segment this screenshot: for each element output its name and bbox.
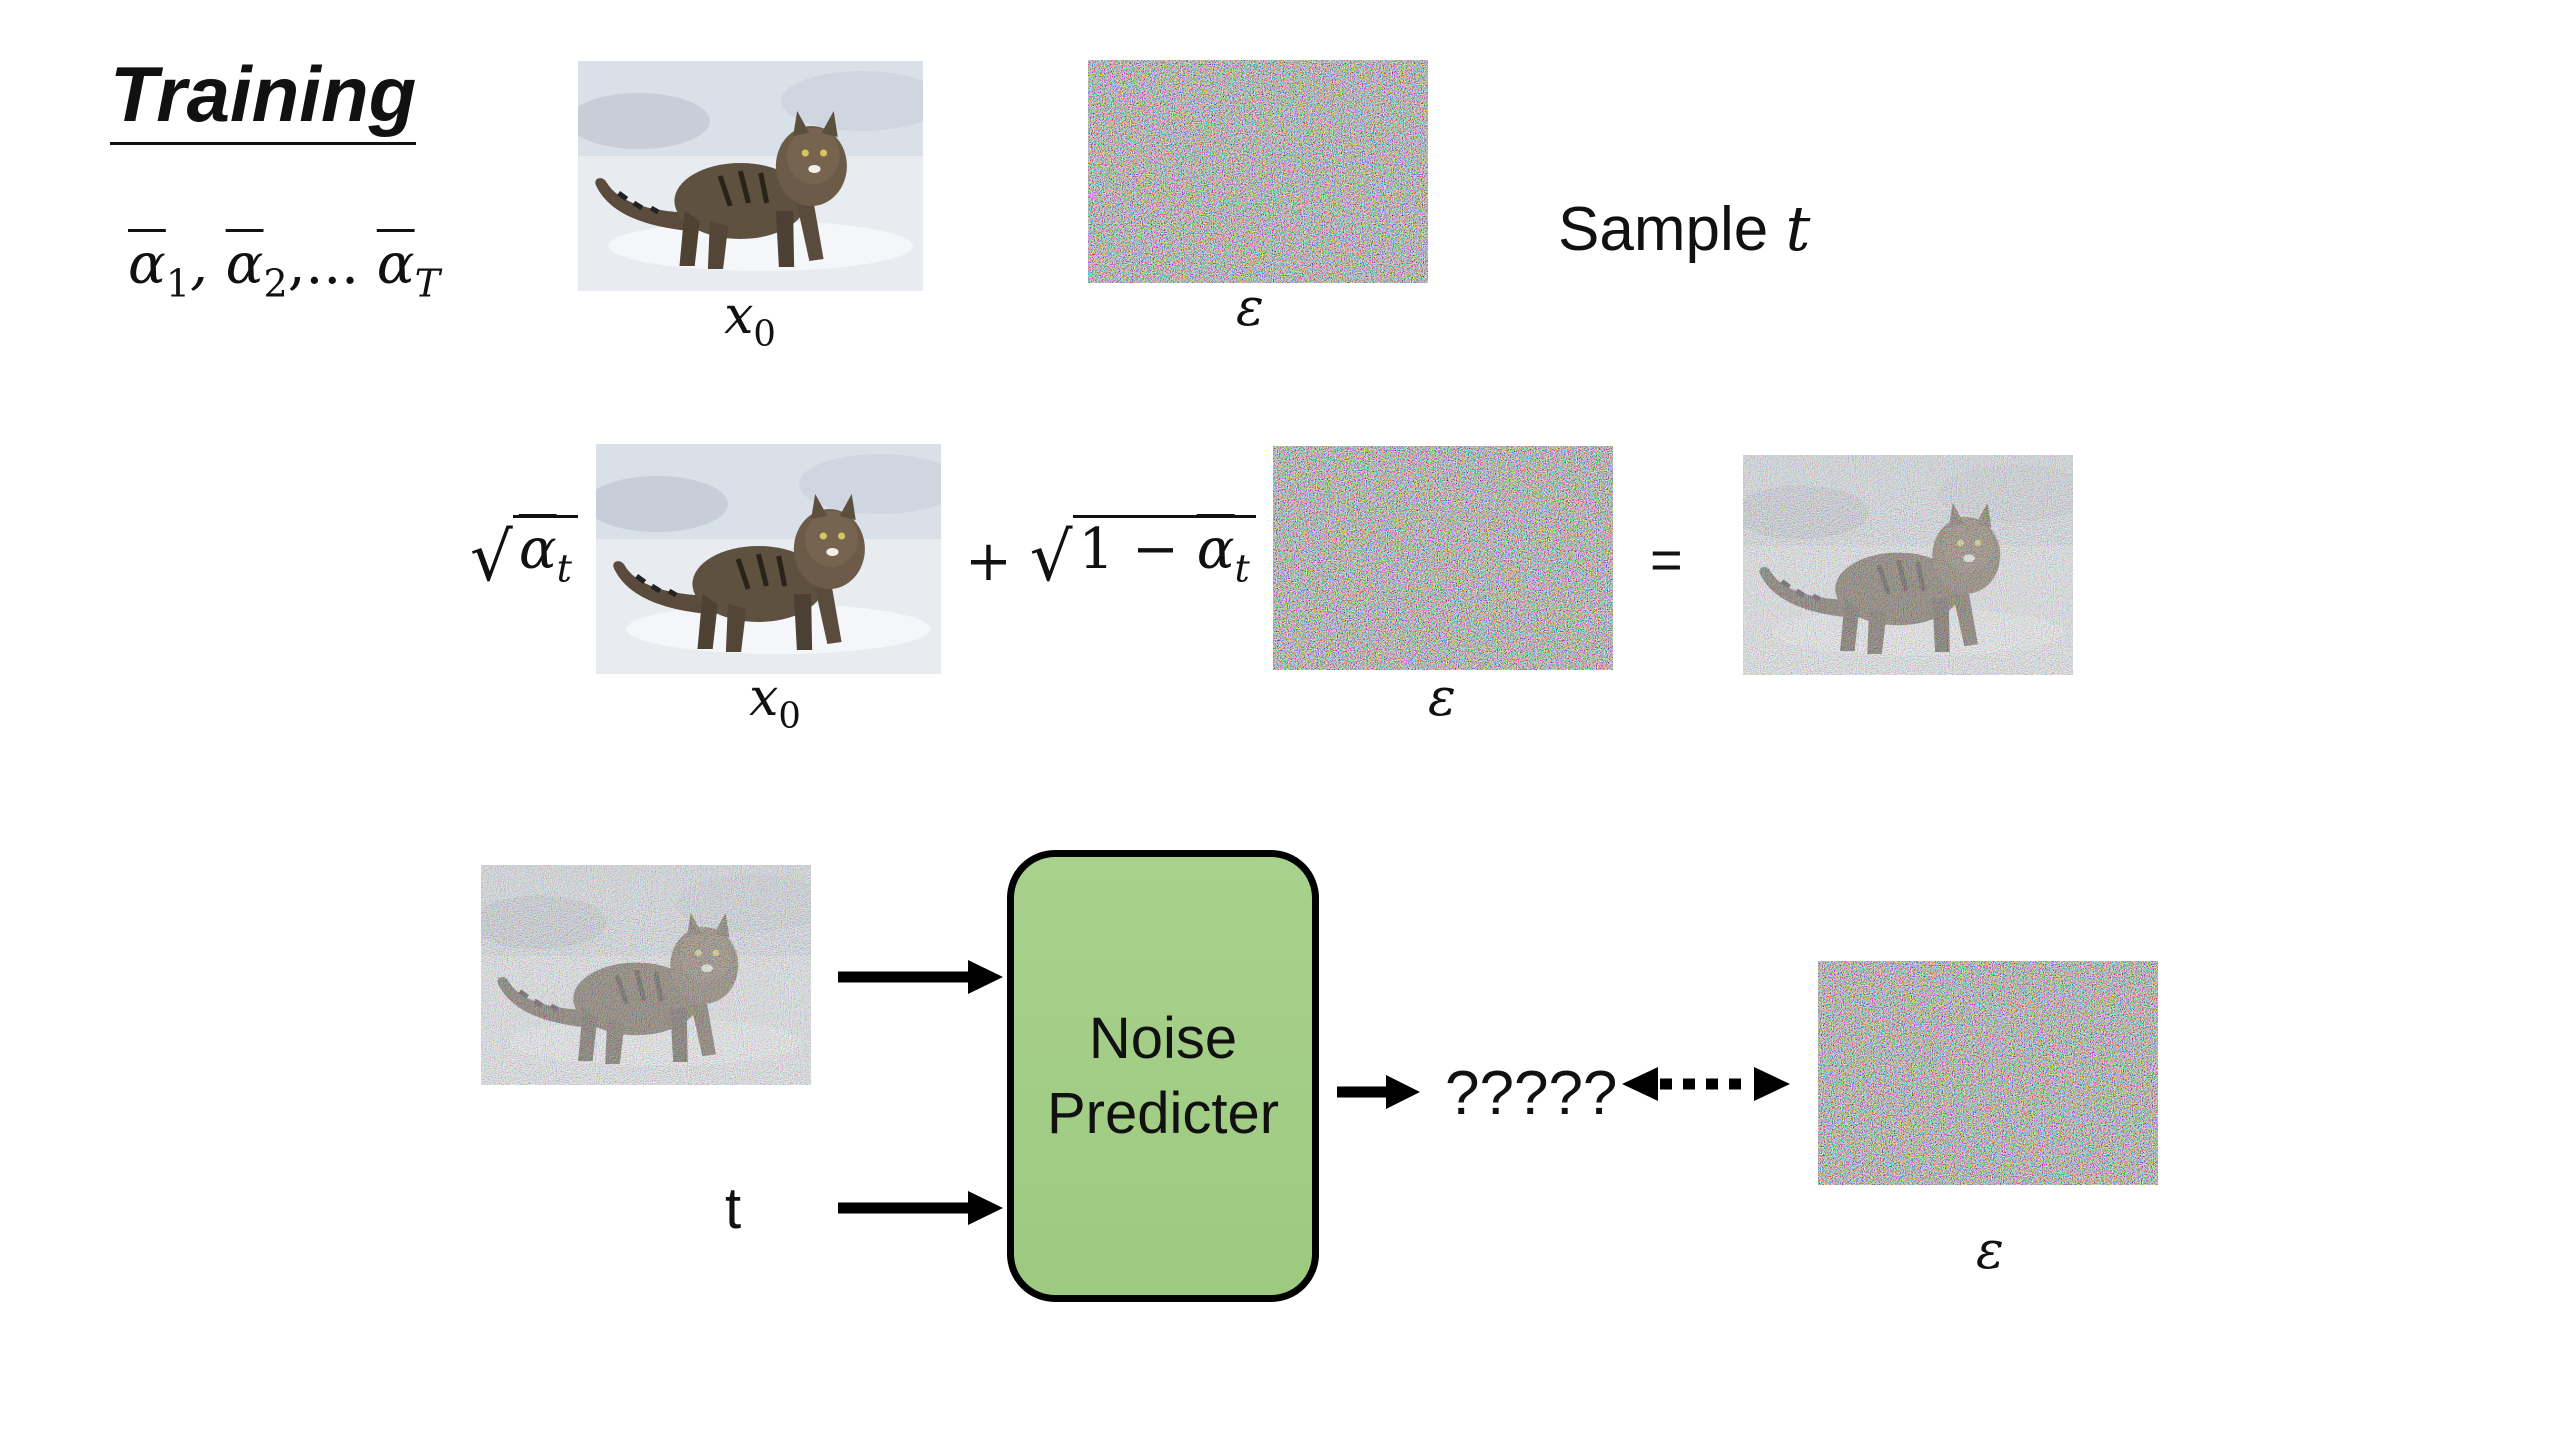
t-input-label: t <box>725 1176 742 1241</box>
noisy-cat-image-xt <box>1743 455 2073 675</box>
noisy-cat-image-input <box>481 865 811 1085</box>
plus-sqrt-one-minus-alpha-bar-t: + √ 1 − αt <box>965 515 1256 594</box>
epsilon-label: ε <box>1236 278 1264 338</box>
alpha-bar-schedule: α1, α2,... αT <box>128 232 440 306</box>
arrow-image-to-predictor <box>838 960 1003 994</box>
epsilon-label-target: ε <box>1976 1221 2004 1281</box>
epsilon-label-row2: ε <box>1428 668 1456 728</box>
noise-predictor-block: Noise Predicter <box>1007 850 1319 1302</box>
x0-label-row2: x0 <box>749 668 801 737</box>
noise-image-target <box>1818 961 2158 1185</box>
sample-t-text: Sample t <box>1558 192 1811 265</box>
predictor-label-line2: Predicter <box>1046 1081 1280 1146</box>
arrow-predictor-to-output <box>1337 1075 1420 1109</box>
x0-label: x0 <box>724 286 776 355</box>
dotted-compare-arrow <box>1622 1067 1790 1101</box>
noise-image-epsilon <box>1088 60 1428 283</box>
predicted-noise-output: ????? <box>1445 1059 1618 1128</box>
training-title: Training <box>110 50 417 145</box>
predictor-label-line1: Noise <box>1088 1005 1238 1071</box>
equals-sign: = <box>1650 528 1683 591</box>
sqrt-alpha-bar-t: √ αt <box>470 515 578 594</box>
arrow-t-to-predictor <box>838 1191 1003 1225</box>
noise-image-epsilon-scaled <box>1273 446 1613 670</box>
